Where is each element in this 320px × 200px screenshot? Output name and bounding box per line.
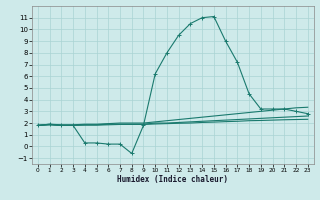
X-axis label: Humidex (Indice chaleur): Humidex (Indice chaleur) <box>117 175 228 184</box>
